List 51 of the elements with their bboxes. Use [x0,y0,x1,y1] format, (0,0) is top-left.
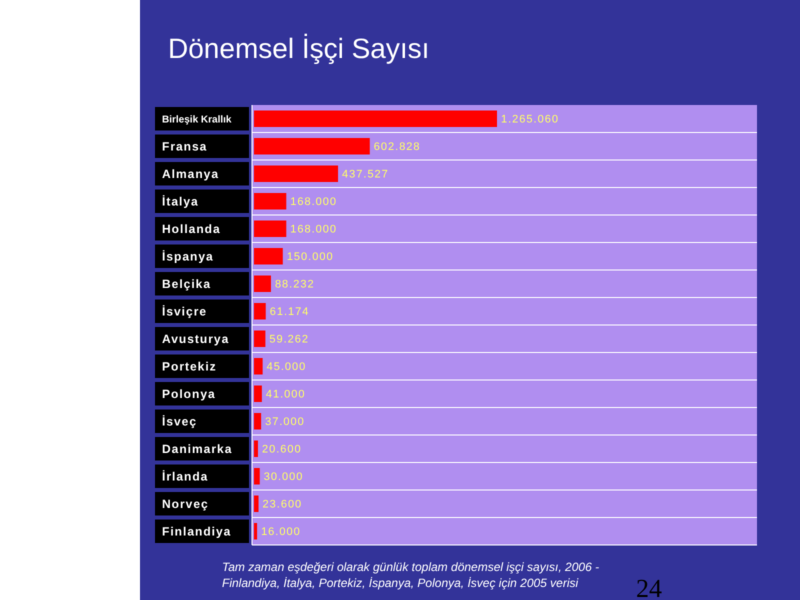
data-label: 41.000 [266,388,306,401]
data-label: 1.265.060 [501,114,559,126]
bar [254,138,370,154]
data-label: 168.000 [290,224,338,236]
bar [254,220,286,237]
y-tick-label: İtalya [162,194,199,208]
y-tick-label: İspanya [162,249,214,264]
chart-title: Dönemsel İşçi Sayısı [168,33,430,64]
data-label: 150.000 [286,251,334,264]
y-tick-label: Portekiz [162,359,217,374]
bar [254,358,263,374]
data-label: 168.000 [290,196,338,208]
y-tick-label: Hollanda [162,222,221,236]
y-tick-label: Almanya [162,166,220,181]
y-tick-label: İsviçre [162,304,208,318]
data-label: 16.000 [261,526,301,538]
y-tick-label: Belçika [162,276,212,291]
y-tick-label: İrlanda [162,469,208,484]
text: Tam zaman eşdeğeri olarak günlük toplam dönemsel işçi sayısı, 2006 - Finlandiya, İtalya, Portekiz, İspanya, Polonya, İsveç için 2005 verisi [222,560,600,590]
bar [254,276,271,292]
y-tick-label: Avusturya [162,332,230,346]
bar [254,330,266,347]
bar [254,193,286,210]
data-label: 37.000 [265,416,305,428]
bar [254,440,258,457]
text: 24 [636,574,662,600]
y-tick-label: İsveç [162,414,198,428]
bar [254,303,266,320]
bar [254,413,262,430]
bar [254,386,262,402]
y-tick-label: Fransa [162,139,208,154]
bar [254,523,258,540]
y-tick-label: Norveç [162,496,209,511]
data-label: 59.262 [269,334,310,346]
y-tick-label: Danimarka [162,442,232,456]
bar [254,468,260,484]
y-tick-label: Birleşik Krallık [162,114,232,126]
y-tick-label: Finlandiya [162,524,232,538]
data-label: 88.232 [274,278,315,291]
bar [254,166,338,182]
data-label: 602.828 [374,141,421,154]
bar [254,248,283,264]
data-label: 61.174 [270,306,310,318]
y-tick-label: Polonya [162,386,216,401]
data-label: 20.600 [262,444,302,456]
data-label: 45.000 [266,361,306,374]
bar [254,496,259,512]
data-label: 30.000 [264,471,304,484]
data-label: 23.600 [262,498,302,511]
bar [254,110,497,127]
data-label: 437.527 [342,168,389,181]
